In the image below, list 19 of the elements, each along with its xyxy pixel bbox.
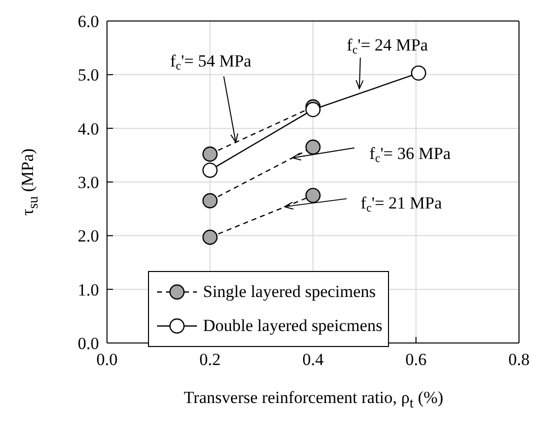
y-tick-label: 4.0 — [78, 119, 99, 138]
legend-label: Double layered speicmens — [203, 315, 382, 337]
x-tick-label: 0.6 — [405, 350, 427, 370]
x-tick-label: 0.0 — [96, 350, 118, 370]
x-tick-label: 0.4 — [302, 350, 324, 370]
annotation: f$_{c}$'= 54 MPa — [170, 51, 252, 72]
annotation: f$_{c}$'= 36 MPa — [369, 144, 452, 165]
y-tick-label: 0.0 — [78, 334, 99, 354]
y-tick-label: 5.0 — [78, 66, 99, 85]
y-tick-label: 1.0 — [78, 280, 99, 300]
annotation: f$_{c}$'= 24 MPa — [346, 36, 428, 57]
y-tick-label: 2.0 — [78, 226, 99, 246]
y-tick-label: 6.0 — [78, 12, 99, 32]
annotation: f$_{c}$'= 21 MPa — [360, 194, 442, 215]
x-tick-label: 0.8 — [508, 350, 530, 370]
y-tick-label: 3.0 — [78, 173, 99, 192]
x-axis-title: Transverse reinforcement ratio, ρ$_{t}$ (%) — [184, 388, 444, 412]
x-tick-label: 0.2 — [199, 350, 221, 370]
legend-label: Single layered specimens — [203, 281, 376, 303]
